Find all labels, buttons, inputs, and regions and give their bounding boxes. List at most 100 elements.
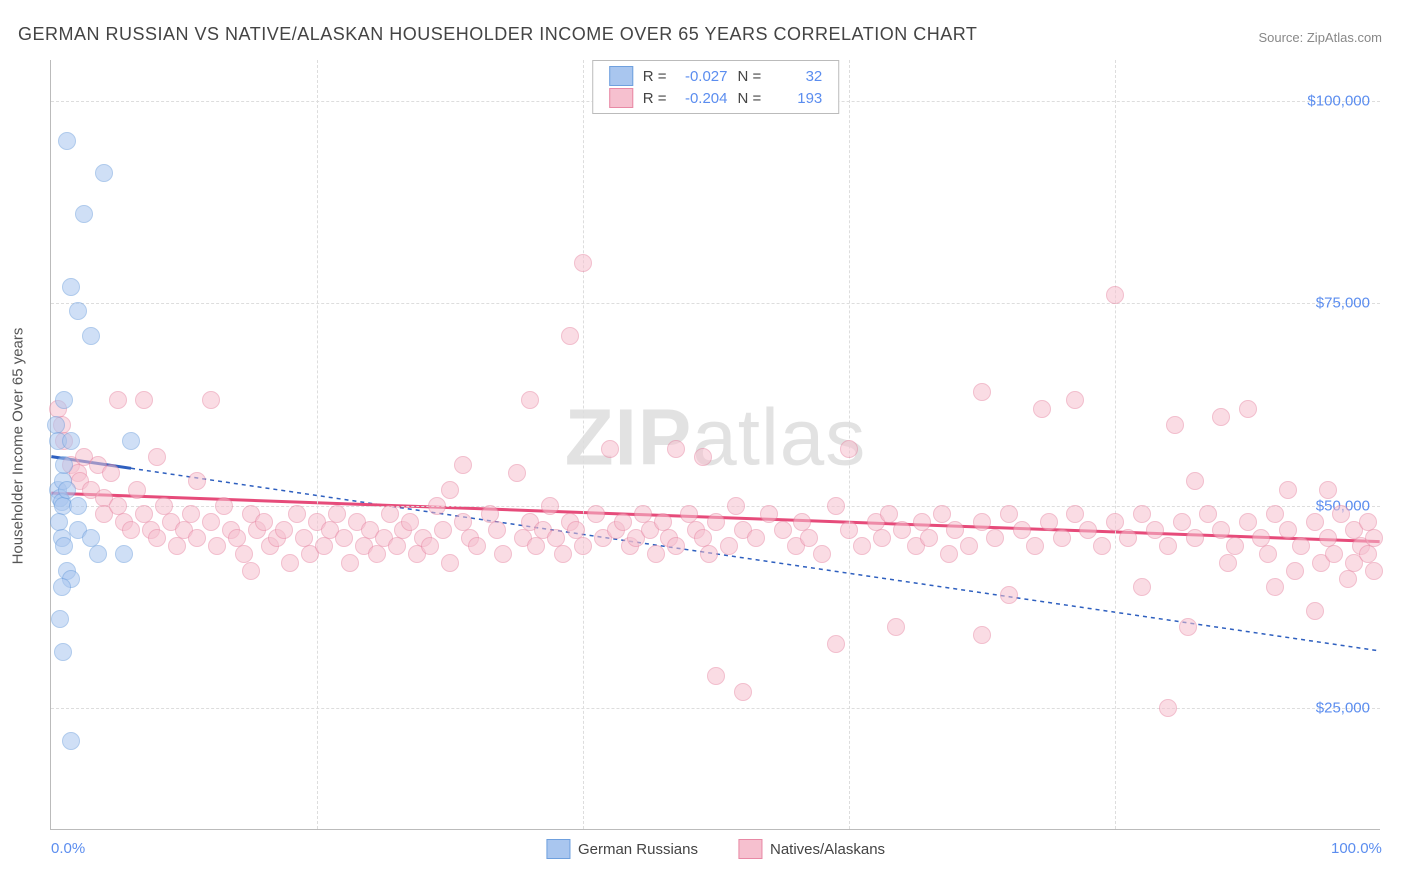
legend-label-2: Natives/Alaskans — [770, 841, 885, 858]
data-point — [973, 383, 991, 401]
swatch-blue-2 — [546, 839, 570, 859]
data-point — [328, 505, 346, 523]
data-point — [401, 513, 419, 531]
data-point — [887, 618, 905, 636]
data-point — [51, 610, 69, 628]
data-point — [315, 537, 333, 555]
data-point — [893, 521, 911, 539]
data-point — [601, 440, 619, 458]
data-point — [1266, 505, 1284, 523]
data-point — [707, 667, 725, 685]
data-point — [242, 562, 260, 580]
data-point — [55, 391, 73, 409]
data-point — [667, 440, 685, 458]
data-point — [1033, 400, 1051, 418]
data-point — [50, 513, 68, 531]
data-point — [614, 513, 632, 531]
data-point — [428, 497, 446, 515]
data-point — [75, 205, 93, 223]
data-point — [853, 537, 871, 555]
data-point — [527, 537, 545, 555]
data-point — [760, 505, 778, 523]
data-point — [1106, 286, 1124, 304]
data-point — [1286, 562, 1304, 580]
data-point — [827, 635, 845, 653]
data-point — [1133, 578, 1151, 596]
data-point — [727, 497, 745, 515]
data-point — [1053, 529, 1071, 547]
gridline-v — [1115, 60, 1116, 829]
x-tick-label: 0.0% — [51, 840, 85, 857]
data-point — [135, 391, 153, 409]
data-point — [89, 545, 107, 563]
y-tick-label: $100,000 — [1307, 92, 1370, 109]
data-point — [1186, 472, 1204, 490]
data-point — [494, 545, 512, 563]
data-point — [1166, 416, 1184, 434]
data-point — [281, 554, 299, 572]
data-point — [1365, 562, 1383, 580]
data-point — [1133, 505, 1151, 523]
chart-area: R = -0.027 N = 32 R = -0.204 N = 193 ZIP… — [50, 60, 1380, 830]
data-point — [208, 537, 226, 555]
data-point — [1119, 529, 1137, 547]
data-point — [1266, 578, 1284, 596]
data-point — [381, 505, 399, 523]
data-point — [122, 521, 140, 539]
data-point — [1199, 505, 1217, 523]
data-point — [1212, 521, 1230, 539]
data-point — [1159, 537, 1177, 555]
data-point — [441, 554, 459, 572]
data-point — [1066, 505, 1084, 523]
data-point — [1106, 513, 1124, 531]
data-point — [986, 529, 1004, 547]
x-tick-label: 100.0% — [1331, 840, 1382, 857]
data-point — [813, 545, 831, 563]
data-point — [168, 537, 186, 555]
legend-row-2: R = -0.204 N = 193 — [593, 87, 839, 109]
data-point — [128, 481, 146, 499]
swatch-blue — [609, 66, 633, 86]
data-point — [55, 537, 73, 555]
data-point — [774, 521, 792, 539]
data-point — [973, 513, 991, 531]
data-point — [202, 513, 220, 531]
r-value-1: -0.027 — [673, 68, 728, 85]
data-point — [1186, 529, 1204, 547]
data-point — [587, 505, 605, 523]
data-point — [1093, 537, 1111, 555]
data-point — [1212, 408, 1230, 426]
data-point — [1146, 521, 1164, 539]
y-tick-label: $25,000 — [1316, 700, 1370, 717]
data-point — [341, 554, 359, 572]
series-legend: German Russians Natives/Alaskans — [546, 839, 885, 859]
data-point — [109, 391, 127, 409]
data-point — [368, 545, 386, 563]
correlation-legend: R = -0.027 N = 32 R = -0.204 N = 193 — [592, 60, 840, 114]
data-point — [521, 391, 539, 409]
data-point — [707, 513, 725, 531]
data-point — [441, 481, 459, 499]
data-point — [734, 683, 752, 701]
r-value-2: -0.204 — [673, 90, 728, 107]
data-point — [960, 537, 978, 555]
legend-row-1: R = -0.027 N = 32 — [593, 65, 839, 87]
trend-lines — [51, 60, 1380, 829]
data-point — [54, 643, 72, 661]
data-point — [215, 497, 233, 515]
data-point — [973, 626, 991, 644]
data-point — [182, 505, 200, 523]
data-point — [434, 521, 452, 539]
watermark: ZIPatlas — [565, 391, 866, 483]
data-point — [647, 545, 665, 563]
data-point — [388, 537, 406, 555]
data-point — [69, 497, 87, 515]
data-point — [1239, 400, 1257, 418]
data-point — [421, 537, 439, 555]
data-point — [920, 529, 938, 547]
data-point — [1325, 545, 1343, 563]
data-point — [468, 537, 486, 555]
data-point — [95, 164, 113, 182]
data-point — [53, 578, 71, 596]
data-point — [700, 545, 718, 563]
